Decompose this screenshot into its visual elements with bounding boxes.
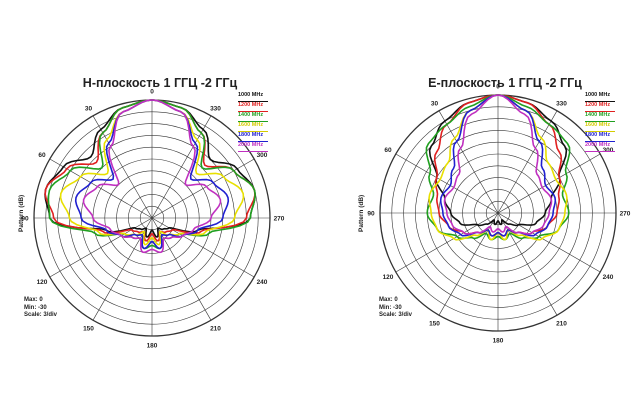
stat-scale: Scale: 3/div: [379, 312, 413, 318]
legend: 1000 MHz 1200 MHz 1400 MHz 1600 MHz 1800…: [238, 92, 268, 152]
stat-max: Max: 0: [24, 297, 43, 303]
grid-spoke: [497, 153, 601, 214]
grid-spoke: [395, 153, 499, 214]
angle-tick-label: 60: [384, 147, 392, 154]
legend-item: 2000 MHz: [238, 142, 268, 152]
stat-scale: Scale: 3/div: [24, 312, 58, 318]
angle-tick-label: 270: [620, 211, 631, 218]
series-line-1400-mhz: [47, 99, 256, 250]
angle-tick-label: 30: [85, 106, 93, 113]
series-line-2000-mhz: [443, 94, 553, 235]
series-line-1200-mhz: [44, 99, 256, 242]
grid-spoke: [497, 212, 601, 273]
grid-spoke: [395, 212, 499, 273]
legend-item: 1800 MHz: [238, 132, 268, 142]
angle-tick-label: 150: [83, 326, 94, 333]
series-line-1800-mhz: [439, 94, 557, 237]
series-line-2000-mhz: [82, 99, 222, 254]
legend-item: 1400 MHz: [238, 112, 268, 122]
angle-tick-label: 0: [150, 89, 154, 96]
angle-tick-label: 210: [556, 321, 567, 328]
stat-min: Min: -30: [24, 304, 47, 311]
grid-spoke: [497, 212, 558, 316]
legend-item: 1200 MHz: [238, 102, 268, 112]
y-axis-label: Pattern (dB): [358, 194, 365, 232]
stats-block: Max: 0 Min: -30 Scale: 3/div: [379, 297, 412, 320]
angle-tick-label: 30: [431, 101, 439, 108]
chart-title: Е-плоскость 1 ГГЦ -2 ГГц: [428, 76, 582, 90]
legend-item: 1000 MHz: [238, 92, 268, 102]
angle-tick-label: 150: [429, 321, 440, 328]
series-line-1600-mhz: [59, 99, 245, 246]
series-line-1000-mhz: [44, 99, 256, 238]
grid-spoke: [497, 110, 558, 214]
angle-tick-label: 240: [257, 279, 268, 286]
angle-tick-label: 240: [603, 274, 614, 281]
legend: 1000 MHz 1200 MHz 1400 MHz 1600 MHz 1800…: [585, 92, 615, 152]
legend-item: 1800 MHz: [585, 132, 615, 142]
series-line-1800-mhz: [74, 99, 230, 250]
grid-spoke: [438, 110, 499, 214]
h-plane-panel: H-плоскость 1 ГГЦ -2 ГГц 0 30 60 90 120 150 18…: [18, 76, 285, 350]
stats-block: Max: 0 Min: -30 Scale: 3/div: [24, 297, 57, 320]
legend-item: 1600 MHz: [238, 122, 268, 132]
angle-tick-label: 300: [257, 152, 268, 159]
e-plane-panel: Е-плоскость 1 ГГЦ -2 ГГц 0 30 60 90 120 150 18…: [345, 0, 640, 420]
angle-tick-label: 210: [210, 326, 221, 333]
angle-tick-label: 120: [37, 279, 48, 286]
angle-tick-label: 330: [210, 106, 221, 113]
stat-max: Max: 0: [379, 297, 398, 303]
stat-min: Min: -30: [379, 304, 402, 311]
series-line-1400-mhz: [425, 94, 571, 241]
angle-tick-label: 180: [493, 338, 504, 345]
angle-tick-label: 120: [383, 274, 394, 281]
y-axis-label: Pattern (dB): [18, 194, 25, 232]
angle-tick-label: 60: [38, 152, 46, 159]
polar-chart-h-plane: 0 30 60 90 120 150 180 210 240 270 300 330: [21, 89, 285, 350]
angle-tick-label: 0: [496, 84, 500, 91]
angle-tick-label: 330: [556, 101, 567, 108]
angle-tick-label: 90: [367, 211, 375, 218]
legend-item: 1600 MHz: [585, 122, 615, 132]
legend-item: 2000 MHz: [585, 142, 615, 152]
chart-title: H-плоскость 1 ГГЦ -2 ГГц: [82, 76, 238, 90]
polar-chart-e-plane: 0 30 60 90 120 150 180 210 240 270 300 330: [367, 84, 631, 345]
legend-item: 1400 MHz: [585, 112, 615, 122]
legend-item: 1200 MHz: [585, 102, 615, 112]
angle-tick-label: 270: [274, 216, 285, 223]
grid-spoke: [438, 212, 499, 316]
angle-tick-label: 300: [603, 147, 614, 154]
angle-tick-label: 180: [147, 343, 158, 350]
angle-tick-label: 90: [21, 216, 29, 223]
legend-item: 1000 MHz: [585, 92, 615, 102]
